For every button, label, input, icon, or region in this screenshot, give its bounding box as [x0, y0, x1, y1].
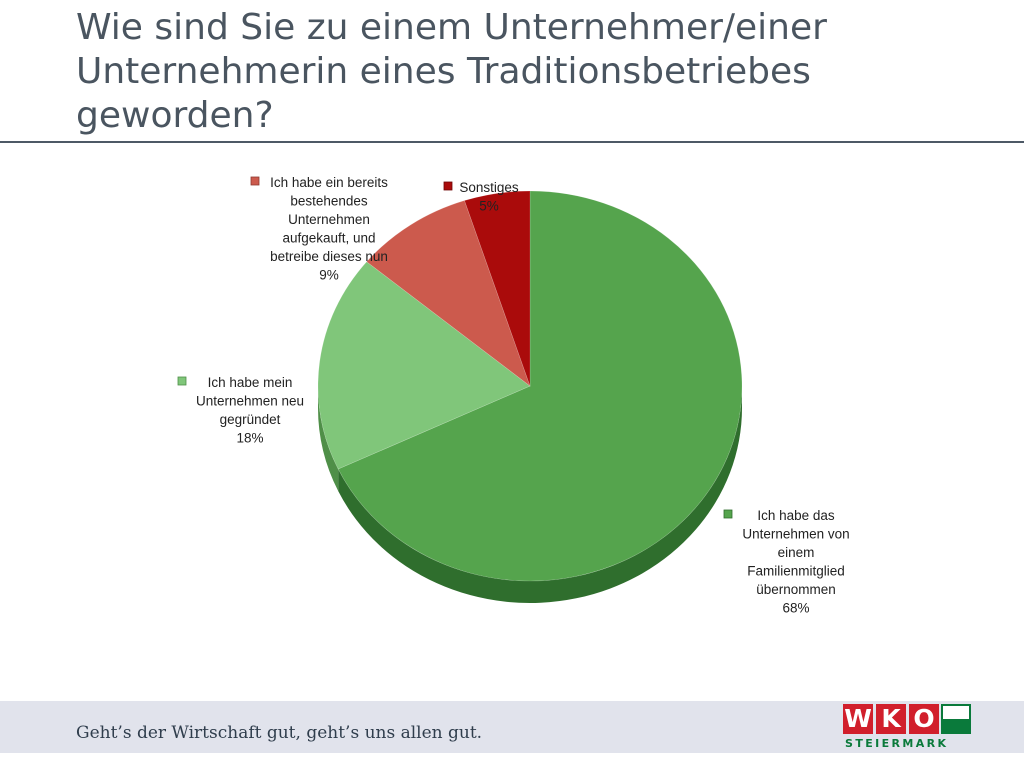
pie-slice-0: [337, 190, 743, 582]
slice-label-line: aufgekauft, und: [282, 231, 375, 246]
pie-slice-2: [366, 200, 531, 387]
slice-value-label: 18%: [236, 431, 263, 446]
slice-label-line: Unternehmen neu: [196, 394, 304, 409]
legend-marker-1: [177, 376, 187, 386]
legend-marker-0: [723, 509, 733, 519]
legend-marker-3: [443, 181, 453, 191]
pie-slice-3: [464, 190, 531, 387]
slice-label-1: Ich habe mein Unternehmen neu gegründet 18%: [177, 375, 304, 446]
legend-marker-2: [250, 176, 260, 186]
pie-slice-side-1: [318, 386, 339, 492]
slice-value-label: 9%: [319, 268, 339, 283]
slice-label-line: bestehendes: [290, 194, 368, 209]
slice-label-line: Ich habe mein: [208, 375, 293, 390]
pie-slice-1: [317, 261, 531, 470]
slice-label-2: Ich habe ein bereits bestehendes Unternehm…: [250, 175, 388, 283]
wko-logo: W K O STEIERMARK: [843, 704, 975, 752]
slice-label-line: übernommen: [756, 582, 836, 597]
slice-label-line: Unternehmen von: [742, 527, 849, 542]
slice-label-line: Sonstiges: [459, 180, 519, 195]
slice-value-label: 5%: [479, 199, 499, 214]
styria-flag-icon: [941, 704, 971, 734]
pie-chart: Ich habe das Unternehmen von einem Familien…: [177, 175, 850, 616]
slice-label-line: gegründet: [220, 412, 281, 427]
page-title: Wie sind Sie zu einem Unternehmer/einer …: [76, 7, 827, 136]
slice-label-line: Ich habe das: [757, 508, 835, 523]
logo-subtitle: STEIERMARK: [845, 737, 949, 750]
logo-letter-o: O: [909, 704, 939, 734]
slice-label-0: Ich habe das Unternehmen von einem Familien…: [723, 508, 850, 616]
slice-label-line: Familienmitglied: [747, 564, 845, 579]
slice-label-line: Ich habe ein bereits: [270, 175, 388, 190]
title-divider: [0, 141, 1024, 143]
footer-slogan: Geht’s der Wirtschaft gut, geht’s uns al…: [76, 723, 483, 743]
slice-label-3: Sonstiges 5%: [443, 180, 519, 214]
logo-letter-k: K: [876, 704, 906, 734]
slice-value-label: 68%: [782, 601, 809, 616]
slice-label-line: betreibe dieses nun: [270, 249, 388, 264]
slice-label-line: Unternehmen: [288, 212, 370, 227]
slice-label-line: einem: [778, 545, 815, 560]
logo-letter-w: W: [843, 704, 873, 734]
footer-bar: Geht’s der Wirtschaft gut, geht’s uns al…: [0, 701, 1024, 753]
